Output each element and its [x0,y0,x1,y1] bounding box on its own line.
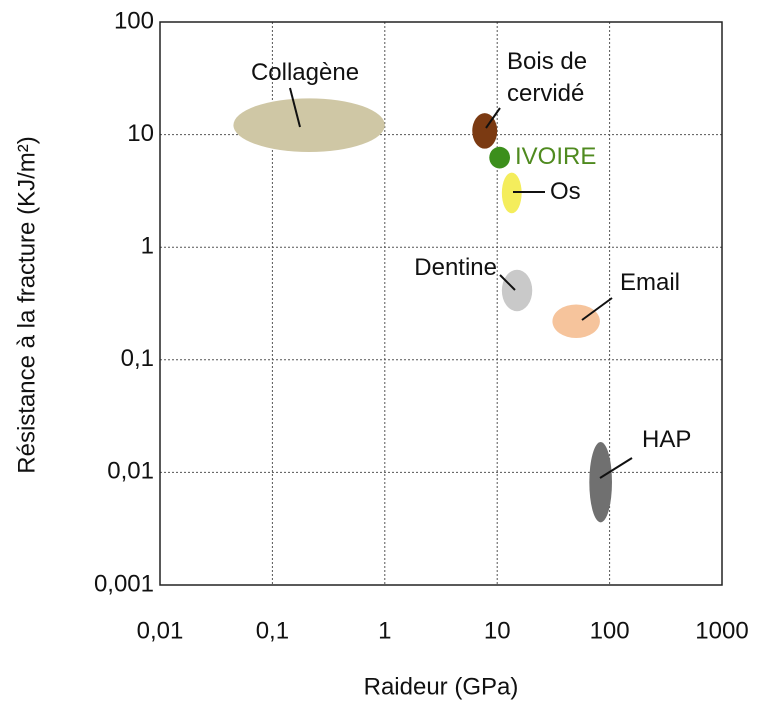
x-axis-label: Raideur (GPa) [364,673,519,700]
series-label: IVOIRE [515,143,597,170]
leader-line [499,274,516,291]
y-axis-label: Résistance à la fracture (KJ/m²) [13,136,40,473]
y-tick-label: 0,001 [94,570,154,597]
y-tick-label: 100 [114,7,154,34]
region [233,98,385,153]
x-tick-label: 1000 [695,617,748,644]
x-tick-label: 0,1 [256,617,289,644]
y-tick-label: 10 [127,120,154,147]
leader-line [289,87,301,128]
series-label: Email [620,269,681,296]
region [489,146,511,169]
series-label: Os [550,178,581,205]
series-label: HAP [642,426,692,453]
series-label: Collagène [250,59,360,86]
plot-frame [159,21,723,586]
series-label: Bois de cervidé [507,48,588,107]
x-tick-label: 0,01 [137,617,184,644]
y-tick-label: 1 [141,233,154,260]
leader-line [485,107,501,129]
series-label: Dentine [414,254,497,281]
y-tick-label: 0,1 [121,345,154,372]
leader-line [599,457,633,479]
x-tick-label: 1 [378,617,391,644]
region [501,269,533,312]
y-tick-label: 0,01 [107,458,154,485]
region [552,304,600,339]
leader-line [581,297,613,321]
x-tick-label: 100 [590,617,630,644]
x-tick-label: 10 [484,617,511,644]
region [589,442,612,523]
region [501,172,522,214]
